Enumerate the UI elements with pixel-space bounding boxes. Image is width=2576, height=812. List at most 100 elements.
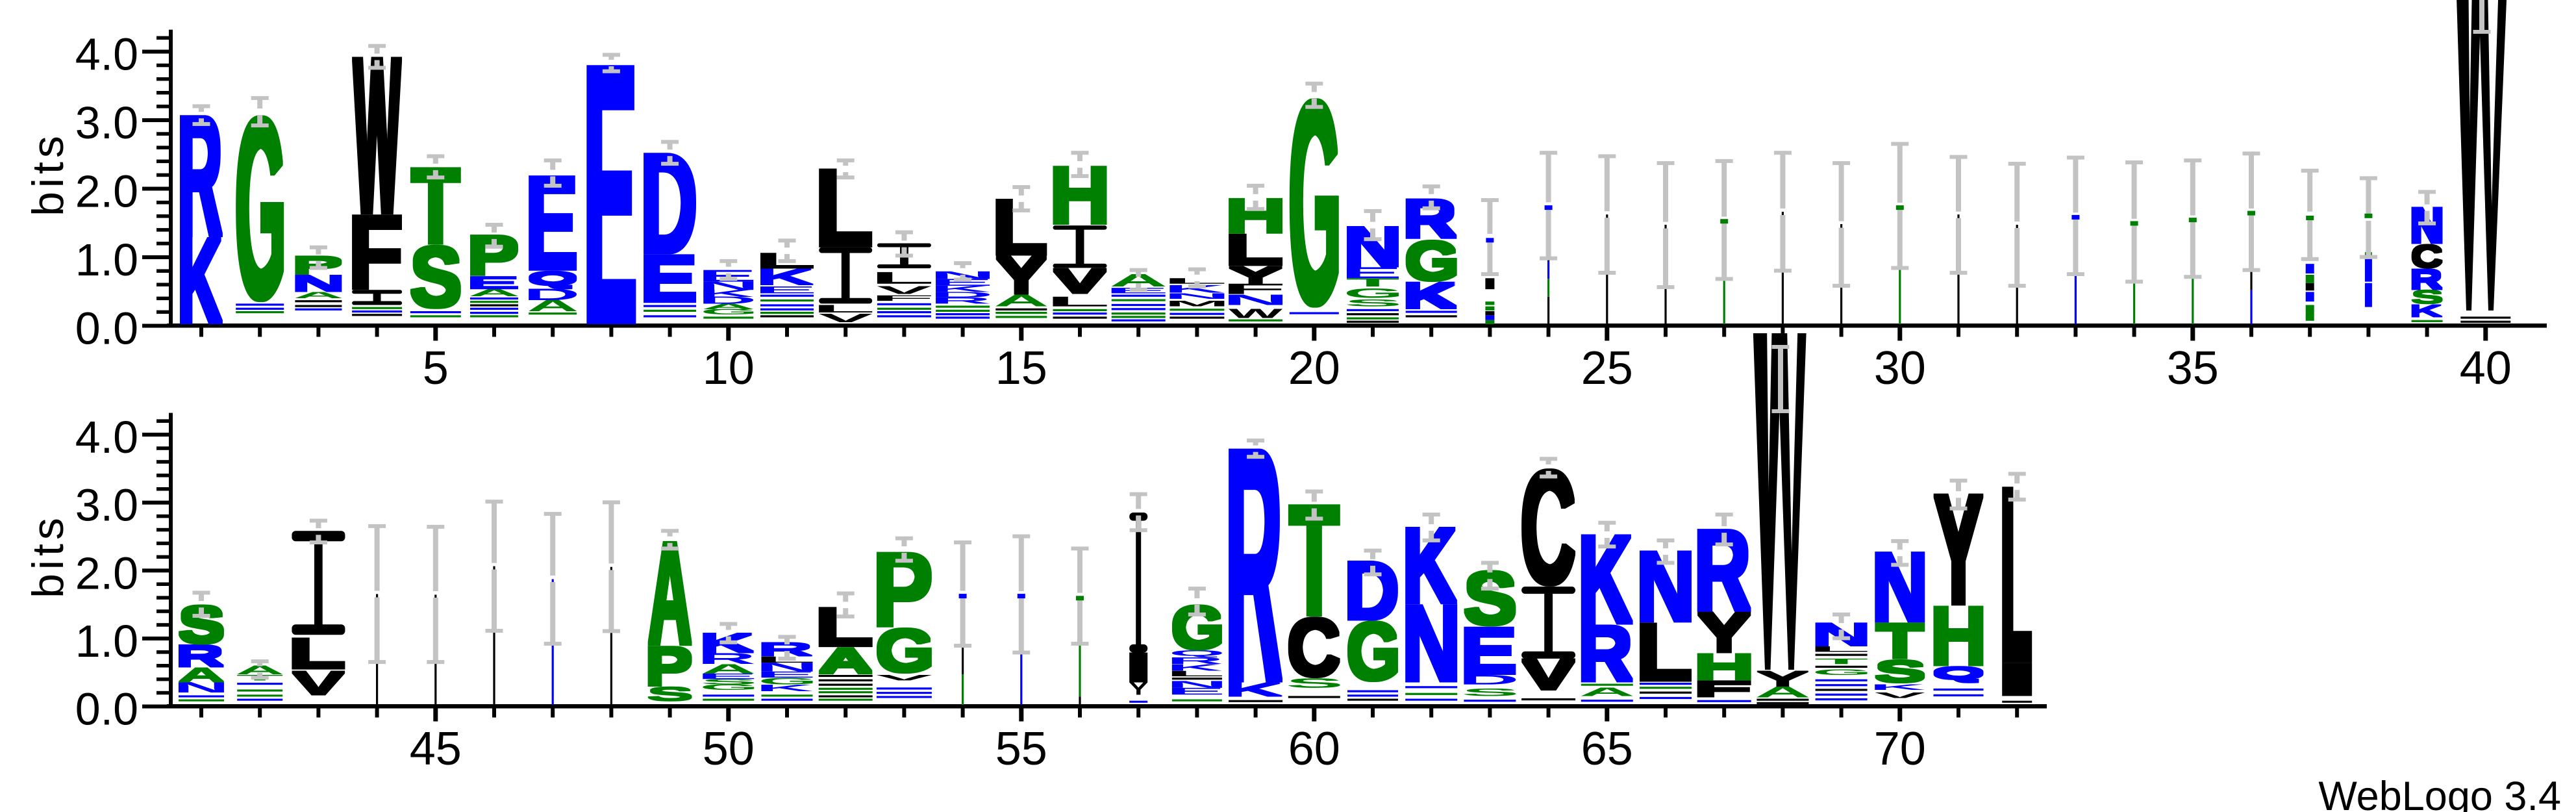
svg-text:K: K — [1167, 662, 1223, 673]
svg-text:N: N — [2410, 199, 2444, 252]
svg-text:V: V — [877, 284, 932, 297]
svg-text:P: P — [645, 636, 692, 696]
svg-text:E: E — [465, 273, 521, 292]
svg-text:R: R — [175, 639, 224, 672]
svg-text:L: L — [1224, 227, 1284, 273]
svg-text:N: N — [1344, 216, 1403, 277]
svg-text:L: L — [1162, 277, 1227, 286]
svg-text:S: S — [1462, 687, 1519, 698]
svg-text:50: 50 — [703, 723, 755, 775]
svg-text:55: 55 — [995, 723, 1047, 775]
svg-text:L: L — [1635, 607, 1692, 697]
svg-text:G: G — [1289, 40, 1342, 364]
svg-text:45: 45 — [410, 723, 462, 775]
svg-text:A: A — [1755, 683, 1810, 701]
svg-text:V: V — [293, 665, 345, 701]
svg-text:E: E — [640, 242, 697, 315]
svg-text:L: L — [814, 598, 874, 657]
svg-text:1.0: 1.0 — [75, 616, 138, 666]
svg-text:25: 25 — [1581, 342, 1633, 394]
svg-text:40: 40 — [2460, 342, 2512, 394]
svg-text:G: G — [1347, 605, 1401, 697]
svg-text:R: R — [930, 296, 991, 305]
svg-text:A: A — [527, 297, 579, 314]
svg-text:N: N — [292, 272, 346, 295]
svg-text:S: S — [410, 229, 462, 325]
svg-text:65: 65 — [1581, 723, 1633, 775]
svg-text:30: 30 — [1874, 342, 1926, 394]
svg-text:2.0: 2.0 — [75, 166, 138, 217]
svg-text:A: A — [468, 287, 520, 298]
svg-text:A: A — [994, 291, 1049, 310]
svg-text:P: P — [873, 531, 933, 648]
svg-text:S: S — [179, 596, 225, 653]
svg-text:4.0: 4.0 — [75, 29, 138, 80]
svg-text:Q: Q — [527, 268, 578, 288]
svg-text:K: K — [756, 265, 814, 290]
svg-text:L: L — [812, 303, 875, 315]
svg-text:R: R — [1694, 507, 1751, 635]
svg-text:Y: Y — [1756, 667, 1809, 691]
svg-text:N: N — [1223, 292, 1289, 309]
svg-text:S: S — [1344, 298, 1402, 309]
svg-text:T: T — [1876, 615, 1924, 668]
svg-text:D: D — [1458, 672, 1519, 687]
svg-text:A: A — [701, 302, 755, 311]
svg-text:K: K — [1224, 679, 1283, 700]
svg-text:F: F — [348, 194, 403, 310]
svg-text:E: E — [1340, 264, 1402, 282]
svg-text:K: K — [756, 682, 813, 693]
svg-text:G: G — [1812, 668, 1872, 676]
svg-text:D: D — [1344, 545, 1399, 636]
svg-text:R: R — [1225, 379, 1282, 752]
svg-text:70: 70 — [1874, 723, 1926, 775]
svg-text:H: H — [1049, 151, 1111, 240]
svg-text:G: G — [1171, 594, 1225, 661]
svg-text:P: P — [467, 225, 519, 285]
svg-text:R: R — [2410, 264, 2442, 295]
svg-text:A: A — [819, 642, 873, 679]
svg-text:F: F — [1221, 281, 1286, 298]
svg-text:Y: Y — [1229, 262, 1282, 287]
svg-text:D: D — [523, 286, 580, 303]
svg-text:C: C — [1287, 602, 1340, 693]
svg-text:R: R — [1578, 611, 1632, 698]
svg-text:V: V — [1874, 691, 1925, 700]
svg-text:S: S — [1286, 676, 1344, 691]
svg-text:N: N — [698, 279, 760, 293]
svg-text:L: L — [1166, 669, 1225, 678]
svg-text:K: K — [1164, 283, 1225, 295]
svg-text:N: N — [1871, 533, 1928, 642]
svg-text:E: E — [525, 149, 578, 298]
svg-text:K: K — [1869, 683, 1925, 692]
svg-text:C: C — [1520, 438, 1575, 618]
svg-text:4.0: 4.0 — [75, 412, 138, 463]
svg-text:A: A — [236, 663, 284, 677]
svg-text:T: T — [1346, 275, 1400, 289]
svg-text:A: A — [701, 661, 756, 677]
svg-text:N: N — [1164, 292, 1231, 301]
svg-text:G: G — [1405, 230, 1459, 291]
svg-text:15: 15 — [995, 342, 1047, 394]
svg-text:K: K — [698, 288, 754, 299]
svg-text:G: G — [758, 676, 818, 687]
svg-text:5: 5 — [423, 342, 449, 394]
svg-text:N: N — [1166, 679, 1228, 690]
svg-text:K: K — [1578, 509, 1632, 650]
svg-text:K: K — [178, 214, 221, 349]
svg-text:T: T — [1814, 657, 1868, 665]
svg-text:L: L — [287, 631, 345, 676]
svg-text:H: H — [1930, 590, 1986, 682]
svg-text:F: F — [870, 294, 935, 303]
svg-text:V: V — [876, 673, 932, 682]
svg-text:WebLogo 3.4: WebLogo 3.4 — [2318, 774, 2561, 812]
svg-text:G: G — [1344, 286, 1403, 301]
svg-text:E: E — [583, 0, 637, 401]
svg-text:20: 20 — [1288, 342, 1340, 394]
svg-text:W: W — [1229, 306, 1283, 320]
svg-text:1.0: 1.0 — [75, 235, 138, 285]
svg-text:S: S — [1874, 654, 1927, 689]
svg-text:Q: Q — [1932, 665, 1985, 683]
svg-text:2.0: 2.0 — [75, 548, 138, 598]
svg-text:V: V — [1523, 652, 1574, 698]
